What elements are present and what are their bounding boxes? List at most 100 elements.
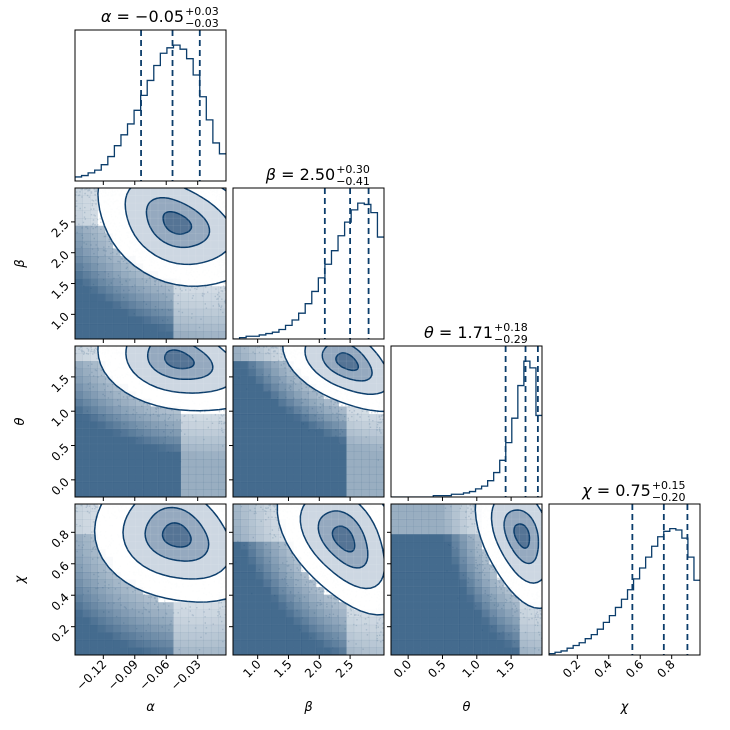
density-cell	[112, 316, 121, 325]
density-cell	[240, 353, 249, 362]
density-cell	[255, 481, 264, 490]
density-cell	[489, 617, 497, 626]
density-cell	[105, 331, 114, 339]
density-cell	[361, 451, 370, 460]
density-cell	[526, 639, 535, 648]
density-cell	[75, 323, 83, 332]
density-cell	[323, 624, 332, 633]
density-cell	[203, 489, 212, 497]
density-cell	[391, 579, 399, 588]
density-cell	[300, 474, 309, 483]
density-cell	[75, 255, 83, 264]
density-cell	[203, 293, 212, 302]
density-cell	[218, 647, 226, 655]
scatter-panel-beta-theta	[232, 345, 385, 498]
density-cell	[270, 398, 279, 407]
density-cell	[255, 353, 264, 362]
density-cell	[474, 549, 482, 558]
density-cell	[489, 594, 497, 603]
density-cell	[270, 346, 279, 354]
density-cell	[180, 602, 189, 610]
density-cell	[413, 602, 422, 610]
density-cell	[278, 466, 287, 475]
density-cell	[195, 459, 204, 468]
density-cell	[346, 466, 355, 475]
density-cell	[82, 587, 91, 595]
density-cell	[300, 466, 309, 475]
density-cell	[278, 353, 287, 362]
density-cell	[112, 406, 121, 415]
density-cell	[451, 579, 460, 588]
density-cell	[436, 571, 445, 580]
density-cell	[263, 519, 272, 527]
density-cell	[75, 301, 83, 310]
density-cell	[361, 436, 370, 445]
density-cell	[263, 617, 272, 626]
density-cell	[421, 511, 430, 520]
density-cell	[120, 474, 129, 483]
density-cell	[203, 602, 212, 610]
density-cell	[285, 571, 294, 580]
density-cell	[150, 286, 159, 294]
density-cell	[248, 624, 256, 633]
density-cell	[443, 602, 452, 610]
density-cell	[308, 398, 317, 407]
density-cell	[90, 594, 98, 603]
density-cell	[316, 624, 324, 633]
density-cell	[240, 406, 249, 415]
density-cell	[428, 519, 437, 527]
density-cell	[135, 466, 144, 475]
density-cell	[421, 624, 430, 633]
density-cell	[210, 301, 219, 310]
density-cell	[90, 421, 98, 430]
density-cell	[105, 301, 114, 310]
density-cell	[112, 639, 121, 648]
density-cell	[338, 609, 347, 618]
density-cell	[278, 346, 287, 354]
density-cell	[270, 504, 279, 512]
density-cell	[353, 451, 362, 460]
density-cell	[248, 632, 256, 641]
density-cell	[323, 481, 332, 490]
density-cell	[142, 316, 151, 325]
contour-line-3	[145, 197, 211, 249]
x-tick-label-alpha: −0.09	[105, 657, 141, 693]
density-cell	[240, 519, 249, 527]
density-cell	[323, 444, 332, 452]
density-cell	[391, 639, 399, 648]
density-cell	[127, 436, 136, 445]
density-cell	[195, 632, 204, 641]
density-cell	[293, 429, 302, 437]
density-cell	[316, 639, 324, 648]
density-cell	[346, 647, 355, 655]
density-cell	[135, 481, 144, 490]
contour-line-2	[124, 188, 226, 266]
density-cell	[368, 639, 377, 648]
density-cell	[180, 316, 189, 325]
density-cell	[308, 632, 317, 641]
density-cell	[406, 504, 414, 512]
density-cell	[240, 526, 249, 535]
density-cell	[82, 361, 91, 369]
density-cell	[203, 331, 212, 339]
density-cell	[270, 639, 279, 648]
density-cell	[361, 489, 370, 497]
density-cell	[120, 391, 129, 400]
density-cell	[270, 436, 279, 445]
density-cell	[203, 421, 212, 430]
density-cell	[474, 602, 482, 610]
density-cell	[82, 504, 91, 512]
density-cell	[180, 301, 189, 310]
density-cell	[75, 218, 83, 227]
density-cell	[255, 556, 264, 565]
density-cell	[255, 519, 264, 527]
density-cell	[391, 624, 399, 633]
density-cell	[353, 647, 362, 655]
density-cell	[105, 240, 114, 249]
density-cell	[97, 624, 106, 633]
density-cell	[82, 195, 91, 204]
density-cell	[75, 331, 83, 339]
density-cell	[135, 436, 144, 445]
density-cell	[188, 323, 197, 332]
density-cell	[421, 541, 430, 550]
